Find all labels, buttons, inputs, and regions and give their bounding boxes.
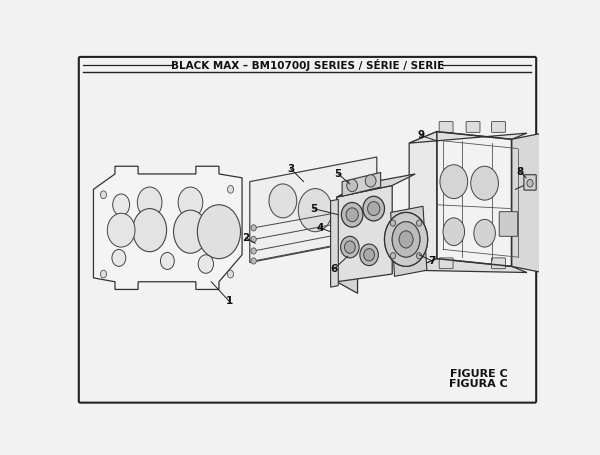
Ellipse shape xyxy=(360,244,379,266)
Polygon shape xyxy=(337,186,392,282)
Ellipse shape xyxy=(173,210,208,253)
Polygon shape xyxy=(409,131,527,143)
Ellipse shape xyxy=(390,253,395,259)
Ellipse shape xyxy=(390,220,395,226)
Ellipse shape xyxy=(269,184,297,218)
Ellipse shape xyxy=(471,166,499,200)
FancyBboxPatch shape xyxy=(79,57,536,403)
Text: 6: 6 xyxy=(331,263,338,273)
Text: 1: 1 xyxy=(226,296,233,306)
Ellipse shape xyxy=(440,165,467,198)
Ellipse shape xyxy=(198,255,214,273)
Ellipse shape xyxy=(227,270,233,278)
Ellipse shape xyxy=(197,205,241,258)
Ellipse shape xyxy=(416,253,422,259)
Ellipse shape xyxy=(392,222,420,257)
Text: FIGURA C: FIGURA C xyxy=(449,379,508,389)
Ellipse shape xyxy=(251,258,256,264)
FancyBboxPatch shape xyxy=(466,121,480,132)
Text: 2: 2 xyxy=(242,233,250,243)
Polygon shape xyxy=(94,166,242,289)
Ellipse shape xyxy=(341,236,359,258)
Text: 9: 9 xyxy=(417,131,424,141)
Text: 5: 5 xyxy=(310,203,317,213)
FancyBboxPatch shape xyxy=(491,258,505,268)
Polygon shape xyxy=(512,133,542,273)
Ellipse shape xyxy=(100,191,107,198)
Ellipse shape xyxy=(100,270,107,278)
Ellipse shape xyxy=(474,219,496,247)
Ellipse shape xyxy=(251,225,256,231)
Ellipse shape xyxy=(527,179,533,187)
Ellipse shape xyxy=(112,249,126,266)
Ellipse shape xyxy=(364,248,374,261)
Text: 5: 5 xyxy=(335,169,342,179)
FancyBboxPatch shape xyxy=(499,212,518,236)
Ellipse shape xyxy=(365,175,376,187)
FancyBboxPatch shape xyxy=(439,258,453,268)
Polygon shape xyxy=(331,199,338,287)
Text: 4: 4 xyxy=(316,223,323,233)
Polygon shape xyxy=(250,157,377,263)
Polygon shape xyxy=(337,174,415,197)
Ellipse shape xyxy=(251,236,256,243)
Ellipse shape xyxy=(347,179,358,192)
Polygon shape xyxy=(337,197,358,293)
Ellipse shape xyxy=(385,212,428,266)
Ellipse shape xyxy=(385,212,428,266)
Ellipse shape xyxy=(133,208,167,252)
Ellipse shape xyxy=(363,196,385,221)
Text: 3: 3 xyxy=(287,163,294,173)
Polygon shape xyxy=(409,131,437,270)
Text: BLACK MAX – BM10700J SERIES / SÉRIE / SERIE: BLACK MAX – BM10700J SERIES / SÉRIE / SE… xyxy=(171,59,444,71)
Ellipse shape xyxy=(399,231,413,248)
Ellipse shape xyxy=(341,202,363,227)
Ellipse shape xyxy=(392,222,420,257)
Ellipse shape xyxy=(160,253,174,269)
Polygon shape xyxy=(391,206,427,276)
Ellipse shape xyxy=(178,187,203,218)
Text: 8: 8 xyxy=(517,167,524,177)
Ellipse shape xyxy=(346,208,358,222)
Ellipse shape xyxy=(137,187,162,218)
Text: FIGURE C: FIGURE C xyxy=(450,369,508,379)
Ellipse shape xyxy=(251,248,256,254)
Ellipse shape xyxy=(333,198,367,242)
Ellipse shape xyxy=(344,241,355,253)
FancyBboxPatch shape xyxy=(439,121,453,132)
Ellipse shape xyxy=(416,220,422,226)
Ellipse shape xyxy=(107,213,135,247)
Ellipse shape xyxy=(298,188,332,232)
FancyBboxPatch shape xyxy=(524,175,536,190)
Ellipse shape xyxy=(399,231,413,248)
Ellipse shape xyxy=(227,186,233,193)
Polygon shape xyxy=(409,258,527,273)
Polygon shape xyxy=(342,172,380,196)
Ellipse shape xyxy=(368,202,380,216)
Ellipse shape xyxy=(443,218,464,246)
Ellipse shape xyxy=(113,194,130,216)
Text: 7: 7 xyxy=(428,256,436,266)
FancyBboxPatch shape xyxy=(491,121,505,132)
